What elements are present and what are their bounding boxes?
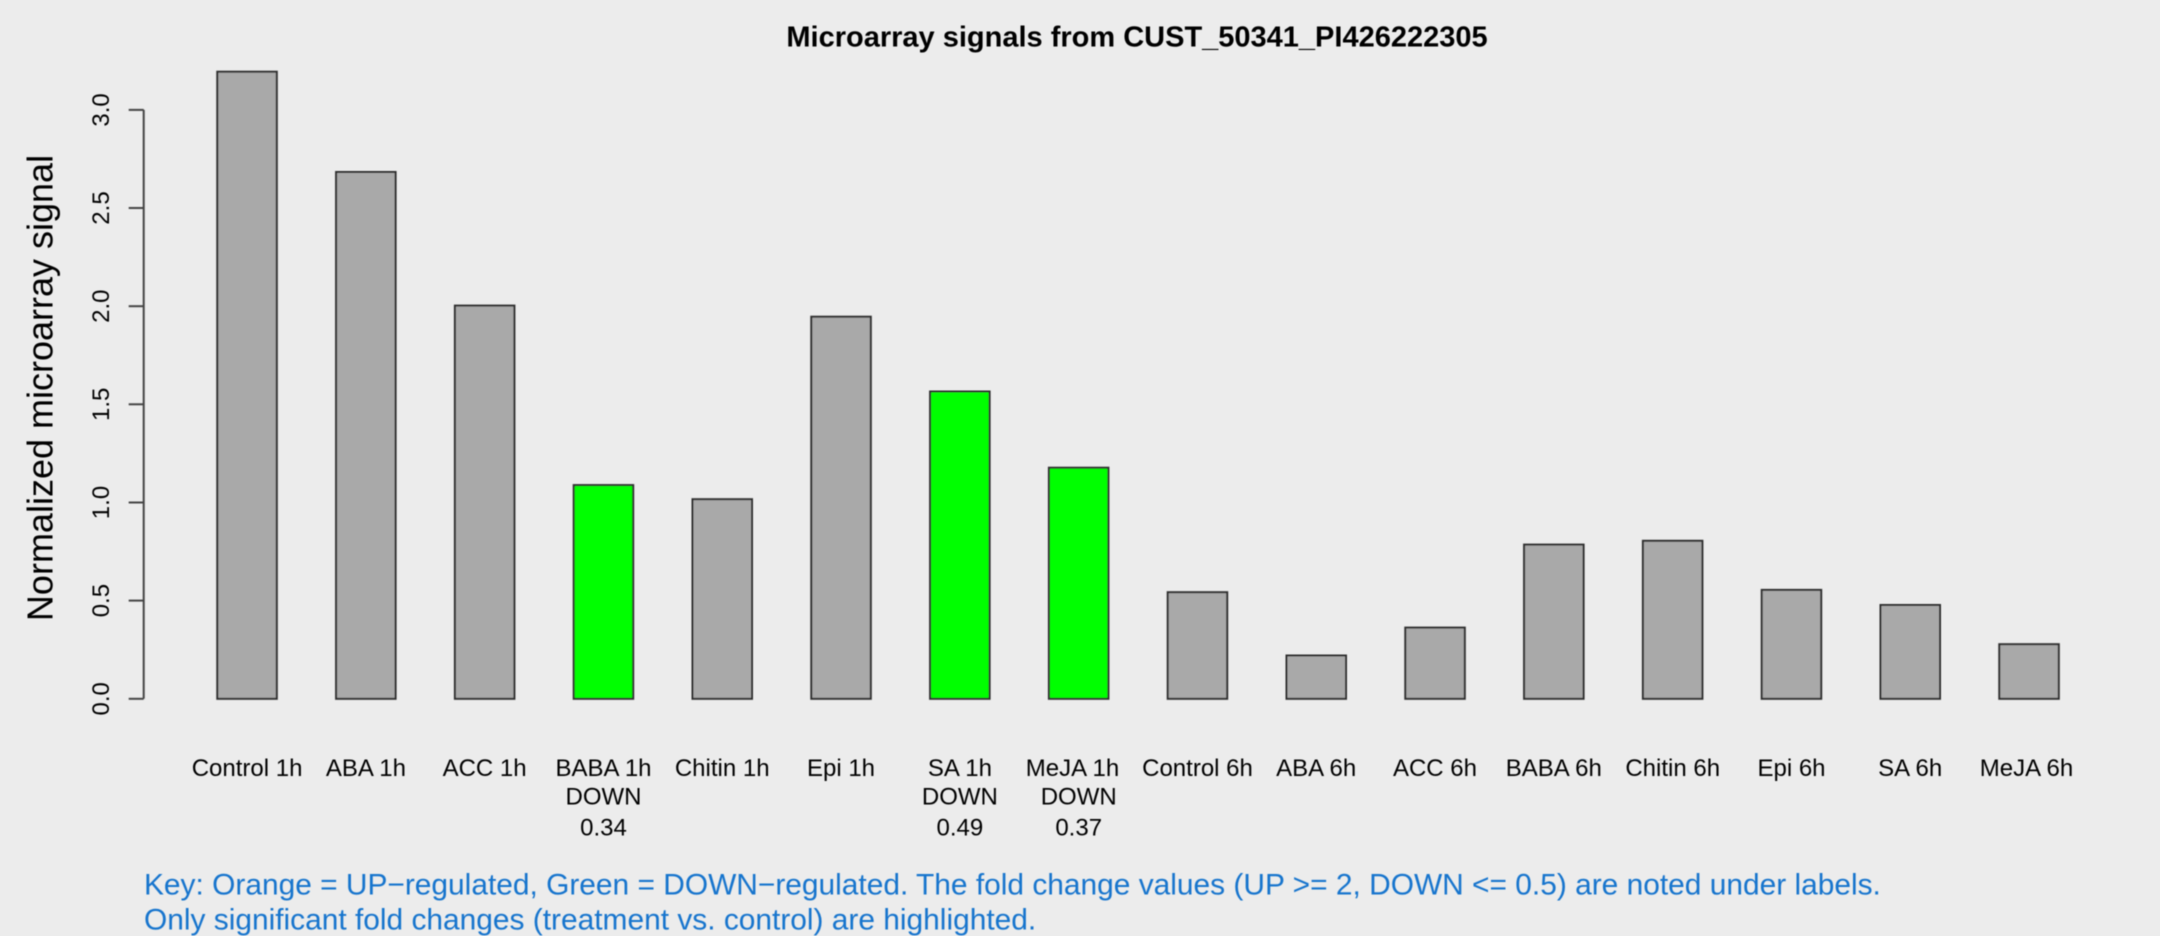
svg-text:Control 6h: Control 6h <box>1142 755 1253 782</box>
svg-text:DOWN: DOWN <box>566 784 642 811</box>
svg-text:Key: Orange = UP−regulated, Gr: Key: Orange = UP−regulated, Green = DOWN… <box>144 869 1881 902</box>
svg-text:Chitin 6h: Chitin 6h <box>1625 755 1720 782</box>
svg-text:0.34: 0.34 <box>580 815 627 842</box>
svg-text:Microarray signals from CUST_5: Microarray signals from CUST_50341_PI426… <box>786 22 1487 54</box>
svg-text:Only significant fold changes: Only significant fold changes (treatment… <box>144 904 1036 936</box>
svg-text:BABA 6h: BABA 6h <box>1506 755 1602 782</box>
svg-text:Control 1h: Control 1h <box>192 755 303 782</box>
svg-text:0.0: 0.0 <box>88 682 115 715</box>
svg-text:MeJA 1h: MeJA 1h <box>1026 755 1119 782</box>
svg-text:BABA 1h: BABA 1h <box>555 755 651 782</box>
svg-text:ABA 1h: ABA 1h <box>326 755 406 782</box>
svg-text:MeJA 6h: MeJA 6h <box>1980 755 2073 782</box>
svg-text:DOWN: DOWN <box>922 784 998 811</box>
svg-text:ACC 6h: ACC 6h <box>1393 755 1477 782</box>
svg-text:2.5: 2.5 <box>88 191 115 224</box>
svg-text:0.49: 0.49 <box>937 815 984 842</box>
svg-text:SA 6h: SA 6h <box>1878 755 1942 782</box>
svg-text:1.5: 1.5 <box>88 388 115 421</box>
svg-text:DOWN: DOWN <box>1041 784 1117 811</box>
svg-text:0.5: 0.5 <box>88 584 115 617</box>
svg-text:Chitin 1h: Chitin 1h <box>675 755 770 782</box>
svg-text:3.0: 3.0 <box>88 93 115 126</box>
svg-text:2.0: 2.0 <box>88 290 115 323</box>
svg-text:ABA 6h: ABA 6h <box>1276 755 1356 782</box>
svg-text:Epi 1h: Epi 1h <box>807 755 875 782</box>
svg-text:0.37: 0.37 <box>1055 815 1102 842</box>
svg-text:SA 1h: SA 1h <box>928 755 992 782</box>
svg-text:1.0: 1.0 <box>88 486 115 519</box>
svg-text:ACC 1h: ACC 1h <box>443 755 527 782</box>
svg-text:Epi 6h: Epi 6h <box>1757 755 1825 782</box>
svg-text:Normalized microarray signal: Normalized microarray signal <box>19 155 60 621</box>
